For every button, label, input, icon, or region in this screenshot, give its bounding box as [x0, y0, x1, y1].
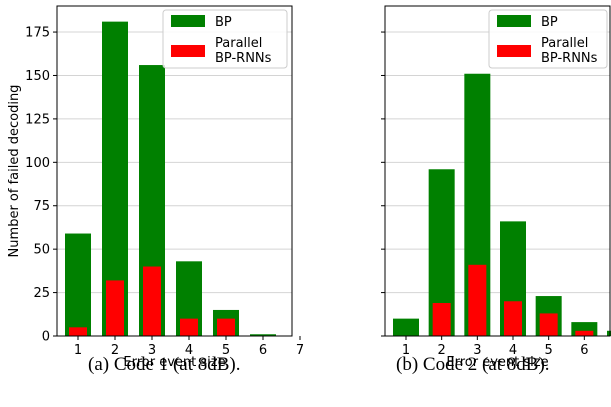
- legend-swatch-rnn: [497, 45, 531, 57]
- bar-code1-rnn: [69, 327, 87, 336]
- y-tick-label: 150: [25, 69, 50, 84]
- bar-code2-bp: [607, 330, 611, 336]
- y-axis-label: Number of failed decoding: [7, 85, 22, 258]
- y-tick-label: 100: [25, 156, 50, 171]
- bar-code1-rnn: [180, 318, 198, 336]
- legend-swatch-rnn: [171, 45, 205, 57]
- x-tick-label: 1: [74, 343, 82, 358]
- y-tick-label: 0: [42, 330, 50, 345]
- y-tick-label: 125: [25, 112, 50, 127]
- y-tick-label: 50: [33, 243, 50, 258]
- y-tick-label: 25: [33, 286, 50, 301]
- bar-code1-rnn: [106, 280, 124, 336]
- bar-code2-rnn: [504, 301, 522, 336]
- x-tick-label: 6: [580, 343, 588, 358]
- caption-code-2: (b) Code 2 (at 8dB).: [396, 354, 550, 375]
- bar-code2-bp: [393, 318, 419, 336]
- legend-label-bp: BP: [541, 15, 558, 30]
- x-tick-label: 1: [402, 343, 410, 358]
- plot-frame: [56, 5, 293, 337]
- bar-code1-rnn: [217, 318, 235, 336]
- legend-swatch-bp: [497, 15, 531, 27]
- x-tick-label: 6: [259, 343, 267, 358]
- x-tick-label: 2: [438, 343, 446, 358]
- x-tick-label: 5: [545, 343, 553, 358]
- x-tick-label: 4: [509, 343, 517, 358]
- bar-code1-rnn: [143, 266, 161, 336]
- bar-code2-rnn: [432, 303, 451, 336]
- bar-code2-rnn: [468, 264, 487, 336]
- x-tick-label: 3: [148, 343, 156, 358]
- x-tick-label: 5: [222, 343, 230, 358]
- caption-code-1: (a) Code 1 (at 8dB).: [88, 354, 241, 375]
- legend-label-bp: BP: [215, 15, 232, 30]
- bar-code1-bp: [65, 233, 91, 336]
- x-tick-label: 7: [296, 343, 304, 358]
- legend-label-rnn-line2: BP-RNNs: [541, 51, 598, 66]
- legend-label-rnn-line2: BP-RNNs: [215, 51, 272, 66]
- y-tick-label: 75: [33, 199, 50, 214]
- legend-swatch-bp: [171, 15, 205, 27]
- y-tick-label: 175: [25, 26, 50, 41]
- x-tick-label: 2: [111, 343, 119, 358]
- x-axis-label: Error event size: [446, 355, 548, 370]
- legend-label-rnn-line1: Parallel: [215, 36, 262, 51]
- bar-code2-rnn: [575, 330, 594, 336]
- x-axis-label: Error event size: [123, 355, 225, 370]
- plot-frame: [384, 5, 611, 337]
- bar-code2-rnn: [539, 313, 558, 336]
- bar-code1-bp: [250, 334, 276, 336]
- x-tick-label: 3: [473, 343, 481, 358]
- legend-label-rnn-line1: Parallel: [541, 36, 588, 51]
- x-tick-label: 4: [185, 343, 193, 358]
